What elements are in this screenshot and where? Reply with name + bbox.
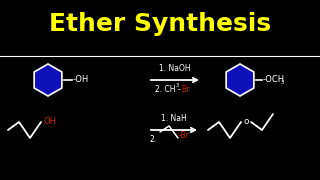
Text: -: - (178, 85, 181, 94)
Text: OH: OH (43, 118, 56, 127)
Polygon shape (34, 64, 62, 96)
Text: -OCH: -OCH (263, 75, 285, 84)
Text: 1. NaH: 1. NaH (161, 114, 187, 123)
Text: -Br: -Br (179, 132, 190, 141)
Text: 2.: 2. (150, 135, 157, 144)
Text: o: o (243, 118, 249, 127)
Text: Br: Br (181, 85, 189, 94)
Text: -OH: -OH (73, 75, 89, 84)
Text: 3: 3 (281, 80, 284, 86)
Polygon shape (226, 64, 254, 96)
Text: 2. CH: 2. CH (155, 85, 175, 94)
Text: 3: 3 (175, 83, 179, 88)
Text: Ether Synthesis: Ether Synthesis (49, 12, 271, 36)
Text: 1. NaOH: 1. NaOH (159, 64, 191, 73)
